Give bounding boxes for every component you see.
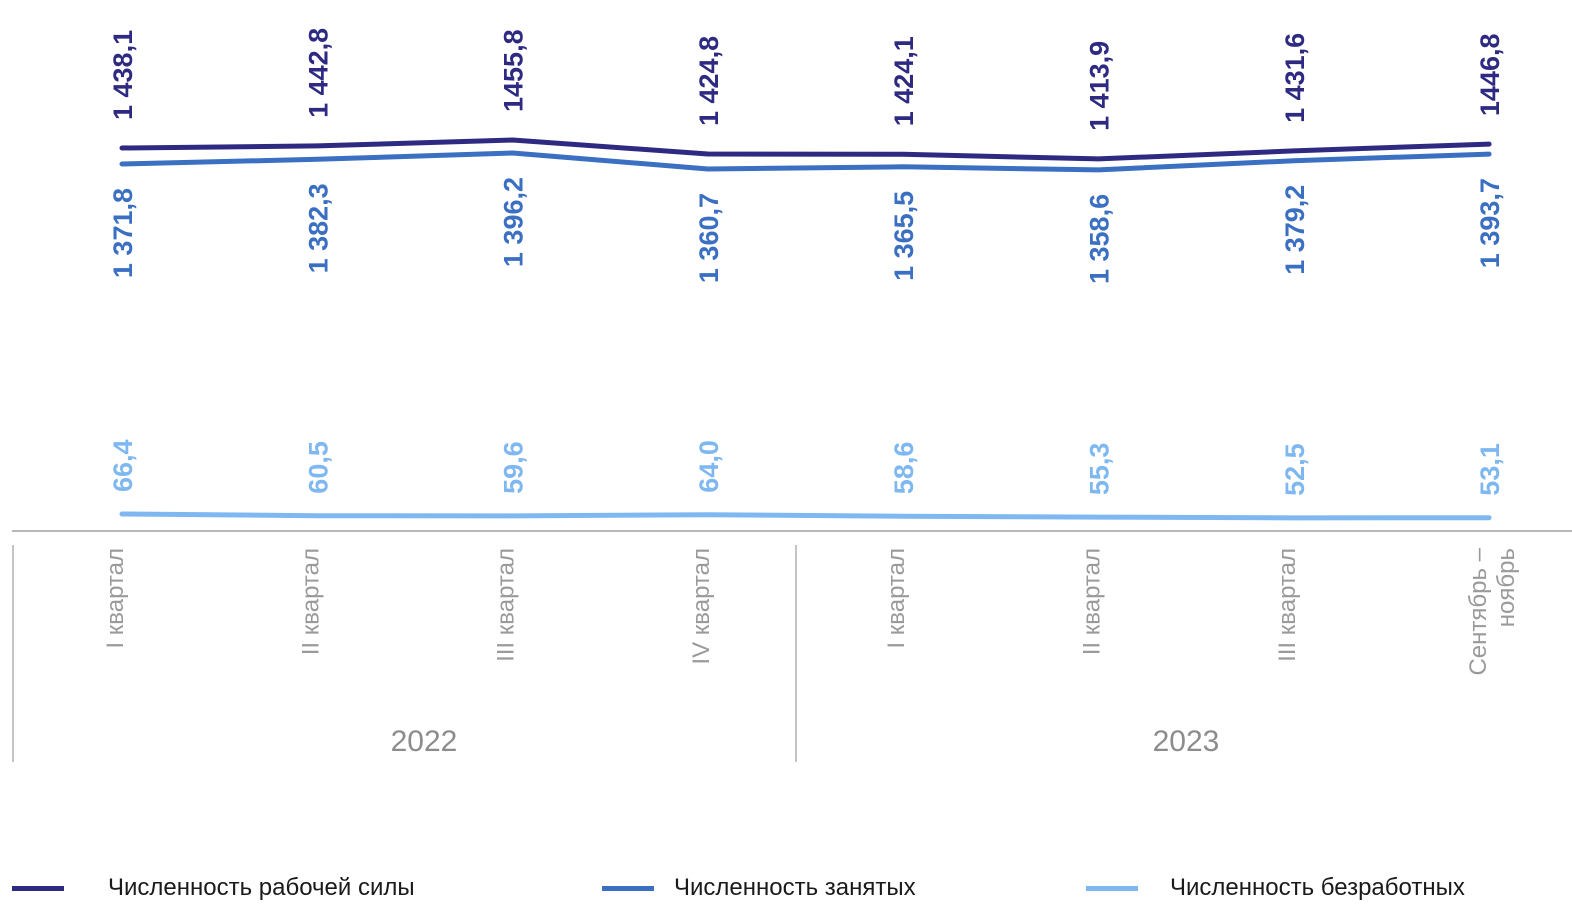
legend-label-labor-force: Численность рабочей силы [108, 874, 415, 901]
legend-label-employed: Численность занятых [674, 874, 916, 901]
data-label-employed: 1 393,7 [1475, 178, 1505, 268]
data-label-unemployed: 55,3 [1085, 443, 1115, 496]
data-label-employed: 1 371,8 [108, 188, 138, 278]
data-label-employed: 1 382,3 [303, 183, 333, 273]
category-label: ноябрь [1493, 548, 1520, 627]
data-label-labor-force: 1 442,8 [303, 28, 333, 118]
year-labels: 2022 2023 [391, 725, 1220, 758]
category-label: III квартал [493, 548, 520, 662]
data-labels: 1 438,1 1 442,8 1455,8 1 424,8 1 424,1 1 413,… [108, 28, 1505, 496]
data-label-employed: 1 379,2 [1280, 185, 1310, 275]
category-label: I квартал [883, 548, 910, 649]
category-labels: I квартал II квартал III квартал IV квартал… [102, 547, 1520, 675]
legend-swatch-employed [602, 885, 654, 891]
category-label: III квартал [1274, 548, 1301, 662]
legend-item-labor-force: Численность рабочей силы [12, 868, 415, 908]
data-label-labor-force: 1 424,1 [889, 36, 919, 126]
legend-label-unemployed: Численность безработных [1170, 874, 1465, 901]
data-label-labor-force: 1 431,6 [1280, 33, 1310, 123]
data-label-labor-force: 1 413,9 [1085, 41, 1115, 131]
legend-item-unemployed: Численность безработных [1086, 868, 1465, 908]
data-label-employed: 1 396,2 [499, 177, 529, 267]
series-line-employed [119, 150, 1492, 173]
data-label-labor-force: 1 424,8 [694, 36, 724, 126]
year-label: 2022 [391, 725, 458, 758]
data-label-unemployed: 64,0 [694, 440, 724, 493]
legend-item-employed: Численность занятых [602, 868, 916, 908]
legend-swatch-labor-force [12, 885, 64, 891]
data-label-employed: 1 360,7 [694, 193, 724, 283]
data-label-unemployed: 53,1 [1475, 443, 1505, 496]
category-label: I квартал [102, 548, 129, 649]
data-label-labor-force: 1446,8 [1475, 34, 1505, 117]
data-label-unemployed: 60,5 [303, 441, 333, 494]
x-axis [12, 530, 1572, 762]
data-label-labor-force: 1 438,1 [108, 30, 138, 120]
legend: Численность рабочей силы Численность зан… [0, 868, 1572, 908]
series-layer [119, 137, 1492, 521]
data-label-unemployed: 59,6 [499, 441, 529, 494]
data-label-unemployed: 66,4 [108, 439, 138, 492]
category-label: Сентябрь – [1465, 547, 1492, 675]
data-label-unemployed: 52,5 [1280, 443, 1310, 496]
category-label: II квартал [1079, 548, 1106, 655]
data-label-employed: 1 365,5 [889, 191, 919, 281]
category-label: II квартал [297, 548, 324, 655]
legend-swatch-unemployed [1086, 885, 1138, 891]
data-label-labor-force: 1455,8 [499, 29, 529, 112]
series-line-labor-force [119, 137, 1492, 162]
year-label: 2023 [1153, 725, 1220, 758]
series-line-unemployed [119, 511, 1492, 521]
chart: 1 438,1 1 442,8 1455,8 1 424,8 1 424,1 1 413,… [12, 28, 1572, 762]
data-label-unemployed: 58,6 [889, 442, 919, 495]
data-label-employed: 1 358,6 [1085, 194, 1115, 284]
category-label: IV квартал [688, 548, 715, 665]
